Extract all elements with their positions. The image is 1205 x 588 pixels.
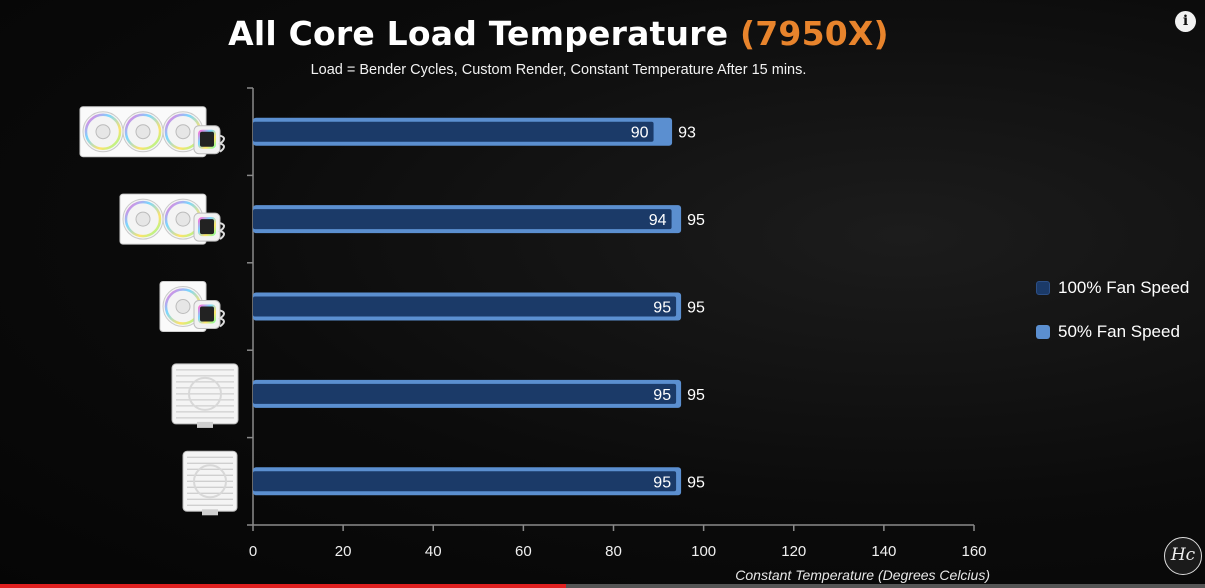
bar-value-100pct: 95 [653,300,671,317]
bar-100pct [253,296,677,317]
x-tick-label: 40 [425,543,442,560]
cooler-120-aio-tubes [217,309,225,328]
cooler-360-aio-fan-ring [124,113,162,150]
bar-value-50pct: 93 [678,125,696,142]
bar-100pct [253,209,672,230]
info-icon[interactable]: i [1175,11,1196,32]
legend-label-100: 100% Fan Speed [1058,278,1190,297]
legend-item-100: 100% Fan Speed [1036,276,1189,300]
bar-value-100pct: 95 [653,387,671,404]
bar-value-100pct: 90 [631,125,649,142]
cooler-360-aio-fan-hub [95,124,111,140]
chart-legend: 100% Fan Speed 50% Fan Speed [1036,276,1189,364]
cooler-120-aio-pump-screen [198,304,216,324]
x-tick-label: 100 [691,543,716,560]
legend-item-50: 50% Fan Speed [1036,320,1189,344]
bar-100pct [253,121,654,142]
bar-value-50pct: 95 [687,474,705,491]
legend-label-50: 50% Fan Speed [1058,322,1180,341]
cooler-240-aio-tubes [217,222,225,240]
x-tick-label: 160 [961,543,986,560]
x-tick-label: 120 [781,543,806,560]
bar-100pct [253,471,677,492]
cooler-240-aio-pump-screen [198,217,216,237]
bar-value-50pct: 95 [687,387,705,404]
bar-100pct [253,383,677,404]
cooler-240-aio-fan-hub [135,211,151,227]
cooler-120-aio-fan-hub [175,299,191,314]
cooler-dual-tower-air-fan [188,376,222,411]
cooler-360-aio-pump-screen [198,129,216,149]
x-tick-label: 0 [249,543,257,560]
x-tick-label: 80 [605,543,622,560]
bar-value-100pct: 94 [649,212,667,229]
bar-value-100pct: 95 [653,474,671,491]
cooler-240-aio-fan-ring [124,200,162,238]
bar-value-50pct: 95 [687,212,705,229]
x-tick-label: 20 [335,543,352,560]
cooler-360-aio-fan-hub [175,124,191,140]
video-progress-fill [0,584,567,588]
chart-title-accent: (7950X) [739,14,889,53]
cooler-360-aio-fan-hub [135,124,151,140]
cooler-single-tower-air-fan [193,464,227,499]
cooler-dual-tower-air-base [197,421,213,428]
legend-swatch-50 [1036,325,1050,339]
cooler-240-aio-fan-hub [175,211,191,227]
x-tick-label: 60 [515,543,532,560]
chart-title-main: All Core Load Temperature [228,14,729,53]
channel-logo: Hc [1164,537,1202,575]
x-tick-label: 140 [871,543,896,560]
chart-title: All Core Load Temperature (7950X) [0,14,1117,53]
cooler-360-aio-fan-ring [84,113,122,150]
chart-subtitle: Load = Bender Cycles, Custom Render, Con… [310,62,807,78]
cooler-single-tower-air-base [202,509,218,516]
bar-value-50pct: 95 [687,300,705,317]
x-axis-label: Constant Temperature (Degrees Celcius) [735,567,990,583]
cooler-360-aio-tubes [217,134,225,153]
video-progress-bar[interactable] [0,584,1205,588]
legend-swatch-100 [1036,281,1050,295]
